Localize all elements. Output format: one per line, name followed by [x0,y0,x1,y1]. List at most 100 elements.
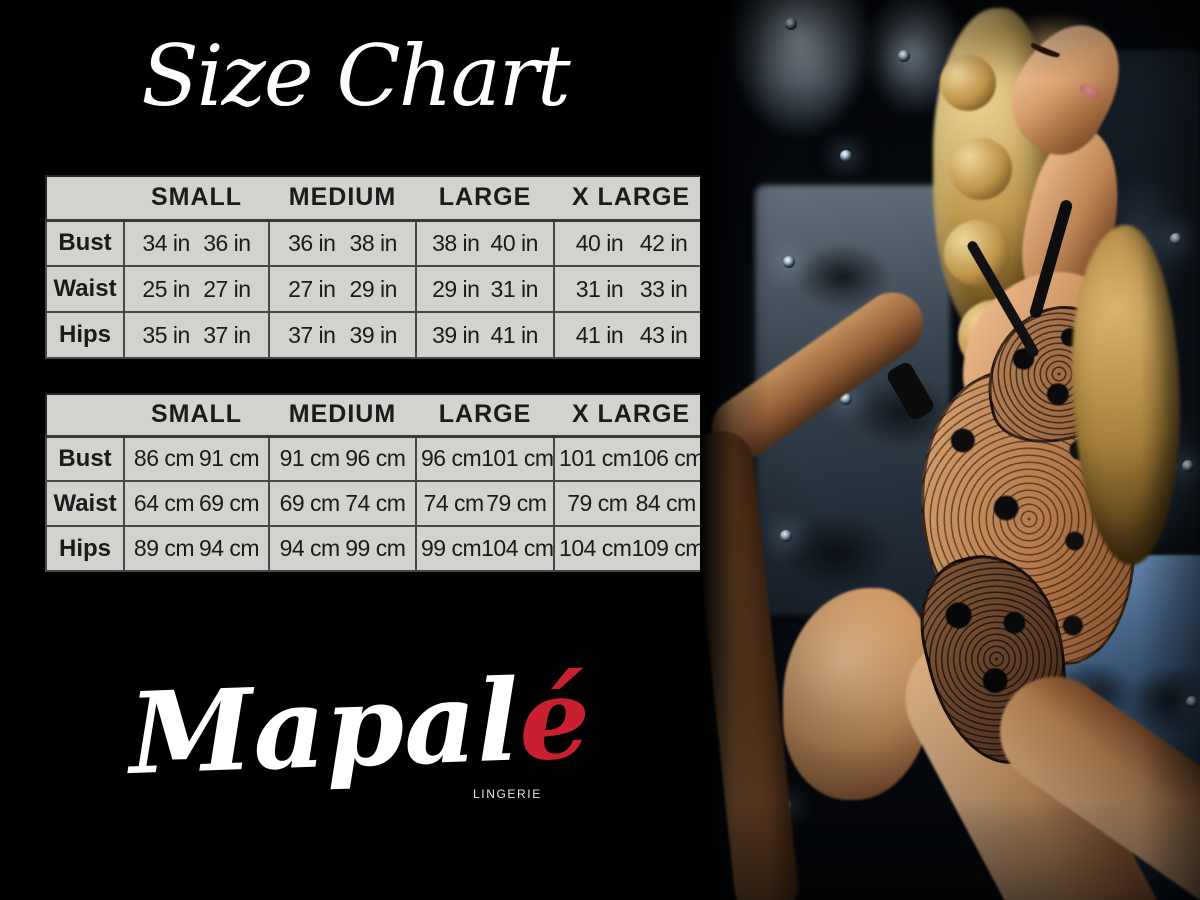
measure-value: 42 in [639,229,688,256]
measure-value: 31 in [490,275,539,302]
row-label: Hips [45,525,125,572]
measure-value: 25 in [142,275,190,302]
measure-value: 96 cm [421,445,482,472]
measure-value: 36 in [203,229,251,256]
measure-value: 39 in [432,321,480,348]
table-row-waist: Waist 64 cm 69 cm 69 cm 74 cm 74 cm 79 cm 7… [45,480,710,527]
measure-cell: 89 cm 94 cm [123,525,270,572]
row-label: Hips [45,311,125,359]
measure-value: 79 cm [486,490,547,516]
measure-value: 38 in [432,229,480,256]
col-header-xlarge: X LARGE [554,176,709,222]
corner-cell [46,176,124,222]
measure-value: 104 cm [559,535,632,561]
measure-value: 27 in [288,275,336,302]
col-header-medium: MEDIUM [269,176,416,222]
measure-value: 34 in [142,229,190,256]
measure-cell: 91 cm 96 cm [268,435,417,482]
table-row-hips: Hips 35 in 37 in 37 in 39 in 39 in 41 in 41… [45,311,710,359]
measure-cell: 40 in 42 in [553,219,710,267]
corner-cell [46,394,124,438]
table-row-bust: Bust 34 in 36 in 36 in 38 in 38 in 40 in 40… [45,219,710,267]
measure-value: 89 cm [133,535,195,561]
measure-value: 29 in [432,275,480,302]
measure-value: 38 in [349,229,398,256]
measure-cell: 35 in 37 in [123,311,270,359]
brand-subtitle: LINGERIE [473,787,542,801]
measure-cell: 64 cm 69 cm [123,480,270,527]
size-chart-panel: Size Chart SMALL MEDIUM LARGE X LARGE Bu… [37,27,710,833]
table-row-waist: Waist 25 in 27 in 27 in 29 in 29 in 31 in 3… [45,265,710,313]
measure-cell: 74 cm 79 cm [415,480,555,527]
measure-cell: 34 in 36 in [123,219,270,267]
tuft-button [1170,233,1182,245]
measure-value: 101 cm [559,445,632,472]
measure-value: 91 cm [198,445,260,472]
measure-value: 27 in [203,275,251,302]
col-header-large: LARGE [416,176,554,222]
measure-cell: 31 in 33 in [553,265,710,313]
measure-value: 37 in [203,321,251,348]
measure-value: 36 in [288,229,336,256]
measure-value: 31 in [575,275,624,302]
col-header-small: SMALL [124,176,269,222]
tuft-button [840,150,852,162]
measure-value: 33 in [639,275,688,302]
measure-cell: 86 cm 91 cm [123,435,270,482]
measure-value: 69 cm [198,490,260,516]
tuft-button [780,530,792,542]
tuft-button [1182,460,1194,472]
brand-logo: Mapalé [37,641,683,833]
row-label: Waist [45,265,125,313]
measure-value: 86 cm [133,445,195,472]
measure-cell: 69 cm 74 cm [268,480,417,527]
measure-cell: 99 cm 104 cm [415,525,555,572]
col-header-small: SMALL [124,394,269,438]
brand-name: Mapal [126,655,522,801]
tuft-button [898,50,910,62]
measure-value: 94 cm [279,535,341,561]
measure-value: 106 cm [631,445,705,472]
measure-cell: 38 in 40 in [415,219,555,267]
size-table-centimeters: SMALL MEDIUM LARGE X LARGE Bust 86 cm 91 … [45,393,710,572]
measure-value: 84 cm [635,490,697,516]
tuft-button [785,18,797,30]
measure-cell: 29 in 31 in [415,265,555,313]
measure-value: 104 cm [481,535,554,561]
measure-value: 91 cm [279,445,341,472]
measure-value: 99 cm [421,535,482,561]
col-header-medium: MEDIUM [269,394,416,438]
measure-value: 37 in [288,321,336,348]
measure-value: 101 cm [481,445,554,472]
measure-value: 64 cm [133,490,195,516]
measure-cell: 27 in 29 in [268,265,417,313]
row-label: Bust [45,219,125,267]
measure-value: 94 cm [198,535,260,561]
col-header-xlarge: X LARGE [554,394,709,438]
measure-cell: 41 in 43 in [553,311,710,359]
measure-value: 96 cm [345,445,406,472]
brand-name-accent: é [516,652,593,787]
measure-value: 43 in [639,321,688,348]
measure-cell: 94 cm 99 cm [268,525,417,572]
model-hair-curl [940,55,996,111]
size-table-inches: SMALL MEDIUM LARGE X LARGE Bust 34 in 36 … [45,175,710,359]
measure-cell: 25 in 27 in [123,265,270,313]
measure-value: 41 in [575,321,624,348]
measure-cell: 96 cm 101 cm [415,435,555,482]
header-row: SMALL MEDIUM LARGE X LARGE [46,176,709,222]
tuft-button [783,256,795,268]
measure-value: 69 cm [279,490,341,516]
model-photo [700,0,1200,900]
measure-cell: 104 cm 109 cm [553,525,710,572]
measure-cell: 39 in 41 in [415,311,555,359]
col-header-large: LARGE [416,394,554,438]
measure-cell: 36 in 38 in [268,219,417,267]
measure-cell: 101 cm 106 cm [553,435,710,482]
measure-value: 35 in [142,321,190,348]
page-title: Size Chart [141,27,570,125]
measure-value: 74 cm [345,490,406,516]
tuft-button [1186,696,1198,708]
measure-value: 41 in [490,321,539,348]
